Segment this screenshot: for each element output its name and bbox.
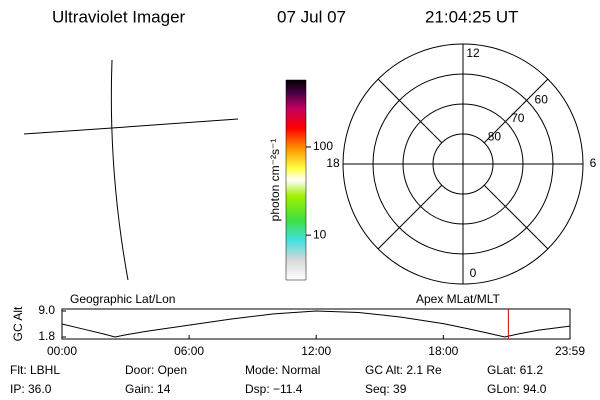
info-field: Door: Open (125, 363, 187, 377)
info-field: Gain: 14 (125, 382, 171, 396)
x-tick-label: 06:00 (174, 344, 204, 358)
altitude-line (61, 310, 571, 338)
dial-diagonal (483, 184, 549, 250)
mlt-label: 12 (466, 46, 480, 60)
mlt-label: 6 (590, 156, 597, 170)
lat-label: 80 (488, 130, 502, 144)
mlt-label: 0 (470, 266, 477, 280)
y-tick-label: 1.8 (38, 329, 55, 343)
meridian (110, 59, 129, 281)
info-field: Mode: Normal (245, 363, 320, 377)
info-field: Flt: LBHL (10, 363, 60, 377)
title: Ultraviolet Imager (52, 7, 186, 26)
colorbar (285, 79, 307, 281)
mlt-label: 18 (326, 156, 340, 170)
date: 07 Jul 07 (277, 7, 346, 26)
colorbar-tick-label: 10 (313, 227, 327, 241)
info-field: Seq: 39 (365, 382, 407, 396)
y-tick-label: 9.0 (38, 303, 55, 317)
parallel (23, 118, 239, 135)
dial-diagonal (377, 184, 443, 250)
x-tick-label: 00:00 (47, 344, 77, 358)
lat-label: 60 (535, 92, 549, 106)
colorbar-label: photon cm⁻²s⁻¹ (268, 139, 282, 222)
dial-diagonal (483, 78, 549, 144)
info-field: GLon: 94.0 (487, 382, 547, 396)
y-axis-label: GC Alt (11, 306, 25, 341)
info-field: GC Alt: 2.1 Re (365, 363, 442, 377)
left-label: Geographic Lat/Lon (70, 292, 175, 306)
info-field: GLat: 61.2 (487, 363, 543, 377)
info-field: IP: 36.0 (10, 382, 52, 396)
dial-diagonal (377, 78, 443, 144)
info-field: Dsp: −11.4 (245, 382, 303, 396)
colorbar-tick-label: 100 (313, 139, 333, 153)
x-tick-label: 12:00 (301, 344, 331, 358)
x-tick-label: 18:00 (428, 344, 458, 358)
time: 21:04:25 UT (425, 7, 519, 26)
right-label: Apex MLat/MLT (416, 292, 500, 306)
lat-label: 70 (511, 111, 525, 125)
x-tick-label: 23:59 (555, 344, 585, 358)
